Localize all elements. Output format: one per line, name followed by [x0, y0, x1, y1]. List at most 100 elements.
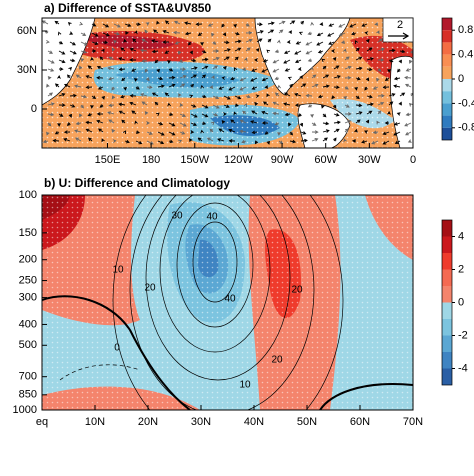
wind-arrow [396, 68, 401, 73]
wind-arrow [190, 66, 198, 70]
wind-arrow [190, 74, 197, 79]
wind-arrow [351, 31, 357, 36]
wind-arrow [307, 104, 313, 108]
wind-arrow [278, 29, 284, 34]
wind-arrow [267, 38, 272, 43]
x-tick-label: 0 [410, 154, 416, 166]
wind-arrow [173, 30, 181, 35]
wind-arrow [321, 104, 325, 109]
x-tick-label: 20N [138, 416, 158, 428]
wind-arrow [179, 83, 186, 88]
contour-label: 30 [171, 211, 183, 222]
wind-arrow [69, 58, 76, 63]
wind-arrow [371, 140, 379, 145]
wind-arrow [233, 23, 237, 28]
wind-arrow [206, 137, 214, 142]
wind-arrow [46, 131, 50, 136]
wind-arrow [179, 59, 184, 63]
wind-arrow [228, 139, 236, 143]
u-field [42, 195, 413, 410]
wind-arrow [405, 131, 412, 136]
colorbar-label: 0.4 [458, 49, 473, 61]
wind-arrow [151, 39, 159, 43]
colorbar-segment [442, 115, 452, 128]
wind-arrow [57, 31, 62, 36]
wind-arrow [344, 86, 349, 90]
colorbar-segment [442, 18, 452, 31]
wind-arrow [190, 122, 197, 126]
wind-arrow [209, 85, 214, 89]
wind-arrow [228, 128, 236, 133]
wind-arrow [80, 50, 88, 54]
wind-arrow [164, 50, 170, 54]
wind-arrow [327, 32, 335, 37]
wind-arrow [343, 48, 347, 53]
wind-arrow [47, 112, 55, 117]
wind-arrow [102, 32, 110, 37]
wind-arrow [211, 32, 215, 37]
colorbar-segment [442, 127, 452, 140]
wind-arrow [207, 23, 214, 27]
contour-label: 20 [144, 283, 156, 294]
wind-arrow [189, 138, 193, 142]
wind-arrow [289, 131, 294, 136]
wind-arrow [344, 65, 352, 70]
colorbar-label: 0 [458, 296, 464, 308]
wind-arrow [57, 122, 61, 127]
wind-arrow [99, 104, 104, 108]
contour-label: 20 [291, 285, 303, 296]
x-tick-label: 180 [142, 154, 160, 166]
wind-arrow [101, 138, 105, 143]
wind-arrow [297, 67, 302, 71]
wind-arrow [124, 31, 130, 35]
contour-label: 40 [224, 294, 236, 305]
panel-a-frame [41, 17, 414, 149]
wind-arrow [221, 23, 225, 28]
wind-arrow [299, 122, 304, 127]
wind-arrow [256, 22, 263, 27]
wind-arrow [75, 74, 82, 79]
wind-arrow [365, 119, 370, 124]
wind-arrow [316, 32, 324, 37]
wind-arrow [250, 77, 258, 82]
wind-arrow [42, 20, 49, 25]
wind-arrow [111, 47, 116, 52]
wind-arrow [305, 50, 313, 55]
wind-arrow [289, 83, 294, 88]
wind-arrow [212, 56, 220, 61]
wind-arrow [168, 68, 174, 72]
wind-arrow [266, 93, 270, 98]
wind-arrow [201, 94, 207, 99]
wind-arrow [365, 77, 370, 82]
wind-arrow [168, 75, 176, 80]
wind-arrow [272, 68, 280, 73]
wind-arrow [184, 31, 192, 36]
wind-arrow [134, 77, 138, 82]
wind-vectors [42, 20, 413, 145]
wind-arrow [85, 120, 93, 125]
wind-arrow [140, 48, 148, 53]
wind-arrow [201, 121, 207, 126]
colorbar-segment [442, 79, 452, 92]
wind-arrow [372, 86, 379, 90]
wind-arrow [87, 112, 93, 117]
vector-key-label: 2 [397, 19, 403, 31]
x-tick-label: 90W [271, 154, 294, 166]
wind-arrow [322, 137, 328, 142]
wind-arrow [343, 95, 347, 100]
wind-arrow [124, 23, 132, 27]
wind-arrow [101, 95, 105, 100]
colorbar-label: -0.8 [458, 122, 474, 134]
y-tick-label: 0 [31, 103, 37, 115]
wind-arrow [288, 30, 292, 34]
wind-arrow [96, 119, 104, 124]
wind-arrow [278, 20, 286, 25]
contour-label: 10 [112, 265, 124, 276]
wind-arrow [129, 94, 137, 98]
wind-arrow [195, 22, 203, 27]
wind-arrow [272, 111, 280, 116]
wind-arrow [145, 22, 150, 26]
wind-arrow [245, 38, 253, 43]
x-tick-label: 30N [191, 416, 211, 428]
